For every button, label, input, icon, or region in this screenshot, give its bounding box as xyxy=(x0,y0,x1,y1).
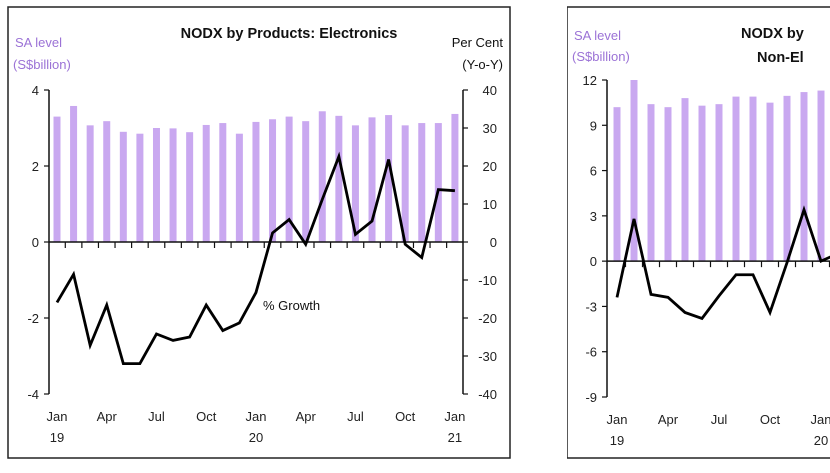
left-axis-label-line2: (S$billion) xyxy=(13,57,71,72)
left-tick-label: -4 xyxy=(27,387,39,402)
bar xyxy=(87,125,94,242)
x-tick-label-year: 19 xyxy=(610,433,624,448)
electronics-chart: NODX by Products: Electronics SA level (… xyxy=(8,7,510,458)
bar xyxy=(120,132,127,242)
x-tick-label-month: Jul xyxy=(711,412,728,427)
right-axis-label-line1: Per Cent xyxy=(452,35,504,50)
right-axis-label-line2: (Y-o-Y) xyxy=(462,57,503,72)
bar xyxy=(699,106,706,261)
x-tick-label-month: Jan xyxy=(47,409,68,424)
x-tick-label-month: Oct xyxy=(395,409,416,424)
left-axis-label-line1: SA level xyxy=(574,28,621,43)
bar xyxy=(648,104,655,261)
right-tick-label: -30 xyxy=(478,349,497,364)
x-tick-label-month: Jan xyxy=(811,412,830,427)
chart-title-line2: Non-El xyxy=(757,50,804,66)
bar xyxy=(54,117,61,242)
left-tick-label: 2 xyxy=(32,159,39,174)
x-tick-label-month: Apr xyxy=(97,409,118,424)
left-tick-label: -2 xyxy=(27,311,39,326)
right-tick-label: 10 xyxy=(483,197,497,212)
right-tick-label: -20 xyxy=(478,311,497,326)
bar xyxy=(153,128,160,242)
left-tick-label: 0 xyxy=(590,254,597,269)
right-tick-label: 30 xyxy=(483,121,497,136)
right-tick-label: 20 xyxy=(483,159,497,174)
left-axis-label-line1: SA level xyxy=(15,35,62,50)
left-tick-label: 4 xyxy=(32,83,39,98)
non-electronics-chart: NODX by Non-El SA level (S$billion) 12 9 6… xyxy=(567,7,830,458)
x-tick-label-year: 20 xyxy=(814,433,828,448)
bar xyxy=(186,132,193,242)
bar xyxy=(269,119,276,242)
bar xyxy=(302,121,309,242)
bar xyxy=(170,128,177,242)
left-tick-label: -3 xyxy=(585,299,597,314)
bar xyxy=(750,97,757,262)
left-tick-label: 9 xyxy=(590,118,597,133)
x-tick-label-month: Jul xyxy=(148,409,165,424)
bar xyxy=(716,104,723,261)
right-tick-label: -10 xyxy=(478,273,497,288)
bar xyxy=(682,98,689,261)
bar xyxy=(252,122,259,242)
x-tick-label-month: Oct xyxy=(196,409,217,424)
bar xyxy=(801,92,808,261)
bar xyxy=(203,125,210,242)
right-tick-label: 40 xyxy=(483,83,497,98)
x-tick-label-year: 20 xyxy=(249,430,263,445)
x-tick-label-month: Apr xyxy=(296,409,317,424)
x-tick-label-month: Jan xyxy=(607,412,628,427)
left-tick-label: 0 xyxy=(32,235,39,250)
bar xyxy=(665,107,672,261)
left-tick-label: 12 xyxy=(583,73,597,88)
bar xyxy=(784,96,791,261)
x-tick-label-year: 21 xyxy=(448,430,462,445)
bar xyxy=(818,91,825,262)
bar xyxy=(733,97,740,262)
bar xyxy=(435,123,442,242)
bar xyxy=(319,111,326,242)
x-tick-label-year: 19 xyxy=(50,430,64,445)
bar xyxy=(418,123,425,242)
bar xyxy=(70,106,77,242)
right-tick-label: 0 xyxy=(490,235,497,250)
bar xyxy=(236,134,243,242)
chart-title-line1: NODX by xyxy=(741,26,804,42)
x-tick-label-month: Oct xyxy=(760,412,781,427)
x-tick-label-month: Apr xyxy=(658,412,679,427)
right-tick-label: -40 xyxy=(478,387,497,402)
bar xyxy=(451,114,458,242)
x-tick-label-month: Jan xyxy=(444,409,465,424)
left-tick-label: 3 xyxy=(590,209,597,224)
bar xyxy=(767,103,774,262)
x-tick-label-month: Jan xyxy=(245,409,266,424)
bar xyxy=(614,107,621,261)
x-tick-label-month: Jul xyxy=(347,409,364,424)
bar xyxy=(103,121,110,242)
left-tick-label: -6 xyxy=(585,345,597,360)
line-label: % Growth xyxy=(263,298,320,313)
chart-title: NODX by Products: Electronics xyxy=(181,26,398,42)
left-tick-label: -9 xyxy=(585,390,597,405)
left-axis-label-line2: (S$billion) xyxy=(572,49,630,64)
bar xyxy=(335,116,342,242)
bar xyxy=(219,123,226,242)
bar xyxy=(136,134,143,242)
left-tick-label: 6 xyxy=(590,164,597,179)
